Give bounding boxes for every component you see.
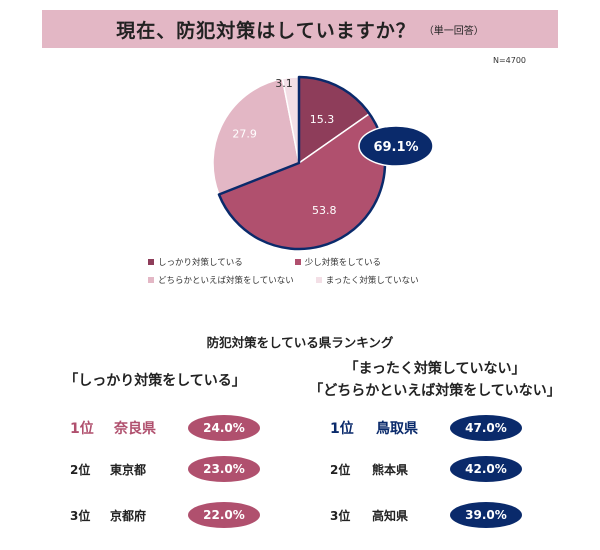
rank-prefecture: 高知県	[372, 508, 409, 523]
answer-type-note: （単一回答）	[423, 25, 484, 37]
rank-prefecture: 奈良県	[114, 421, 156, 437]
legend-label: しっかり対策している	[158, 258, 243, 268]
right-category-line: 「どちらかといえば対策をしていない」	[309, 383, 561, 399]
right-category-line: 「まったく対策していない」	[344, 361, 526, 377]
ranking-row-left-2: 2位 東京都 23.0%	[70, 455, 270, 483]
highlight-outline	[217, 75, 387, 251]
page-title: 現在、防犯対策はしていますか？	[116, 19, 416, 42]
legend-swatch	[148, 277, 154, 283]
ranking-row-left-3: 3位 京都府 22.0%	[70, 501, 270, 529]
left-category-title: 「しっかり対策をしている」	[64, 373, 246, 389]
legend-item: まったく対策していない	[315, 274, 419, 286]
rank-prefecture: 京都府	[110, 508, 147, 523]
callout-value: 69.1%	[373, 140, 418, 155]
rank-value-pill: 23.0%	[188, 456, 260, 482]
legend-label: 少し対策をしている	[304, 258, 381, 268]
rank-value-pill: 39.0%	[450, 502, 522, 528]
rank-position: 3位	[330, 508, 351, 523]
rank-position: 2位	[70, 462, 91, 477]
rank-value-pill: 47.0%	[450, 415, 522, 441]
legend-item: どちらかといえば対策をしていない	[148, 274, 294, 286]
legend-label: まったく対策していない	[325, 276, 419, 286]
legend-item: しっかり対策している	[148, 256, 243, 268]
rank-value-pill: 22.0%	[188, 502, 260, 528]
callout-badge	[358, 125, 434, 167]
slice-value-label: 15.3	[310, 113, 335, 126]
rank-position: 2位	[330, 462, 351, 477]
rank-value-pill: 42.0%	[450, 456, 522, 482]
ranking-row-right-3: 3位 高知県 39.0%	[330, 501, 540, 529]
right-category-title: 「まったく対策していない」 「どちらかといえば対策をしていない」	[280, 358, 590, 402]
ranking-row-right-2: 2位 熊本県 42.0%	[330, 455, 540, 483]
rank-prefecture: 鳥取県	[376, 421, 418, 437]
legend-swatch	[315, 277, 322, 283]
rank-value-pill: 24.0%	[188, 415, 260, 441]
title-banner: 現在、防犯対策はしていますか？ （単一回答）	[42, 10, 558, 48]
pie-slice	[212, 77, 300, 196]
rank-prefecture: 東京都	[110, 462, 147, 477]
legend-item: 少し対策をしている	[294, 256, 381, 268]
rank-position: 1位	[330, 421, 354, 437]
slice-value-label: 53.8	[312, 204, 337, 217]
slice-value-label: 3.1	[275, 77, 293, 90]
rank-position: 3位	[70, 508, 91, 523]
chart-legend: しっかり対策している 少し対策をしている どちらかといえば対策をしていない まっ…	[148, 256, 448, 292]
legend-swatch	[294, 259, 301, 265]
legend-swatch	[148, 259, 154, 265]
legend-label: どちらかといえば対策をしていない	[158, 276, 294, 286]
ranking-title: 防犯対策をしている県ランキング	[206, 335, 394, 350]
slice-value-label: 27.9	[232, 127, 257, 140]
ranking-row-left-1: 1位 奈良県 24.0%	[70, 414, 270, 442]
rank-position: 1位	[70, 421, 94, 437]
ranking-row-right-1: 1位 鳥取県 47.0%	[330, 414, 540, 442]
rank-prefecture: 熊本県	[372, 462, 409, 477]
sample-size: N=4700	[492, 56, 526, 65]
